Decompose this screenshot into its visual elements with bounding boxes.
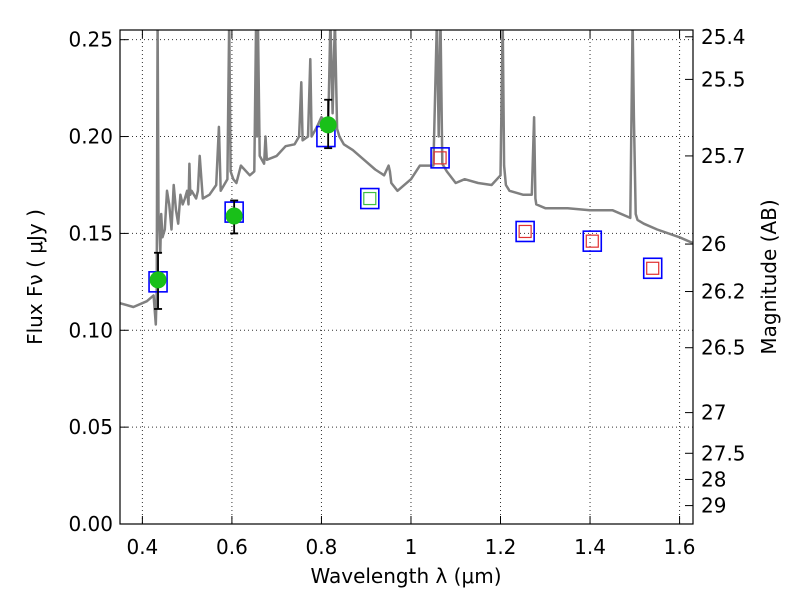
y-tick-label: 0.05 [68,415,113,439]
model-photometry-square [515,220,535,243]
predicted-photometry-square [433,151,447,165]
model-spectrum-line [120,30,693,326]
x-tick-label: 0.6 [216,535,248,559]
y2-tick-label: 26.2 [701,280,746,304]
y-tick-label: 0.15 [68,221,113,245]
predicted-photometry-square [646,261,660,275]
y2-tick-label: 27 [701,401,726,425]
y2-tick-label: 28 [701,467,726,491]
model-photometry-square [642,257,663,280]
y2-tick-label: 25.4 [701,25,746,49]
plot-frame [119,29,694,525]
observed-flux-point [149,271,167,289]
y2-tick-label: 25.5 [701,67,746,91]
marker-layer [148,98,663,310]
x-tick-label: 0.8 [306,535,338,559]
y2-tick-label: 27.5 [701,441,746,465]
model-photometry-square [582,230,603,252]
y2-tick-label: 29 [701,494,726,518]
observed-flux-point [225,207,243,225]
y-axis-label: Flux Fν ( μJy ) [23,209,47,345]
y-tick-label: 0.00 [68,512,113,536]
y-tick-label: 0.20 [68,125,113,149]
predicted-photometry-square [585,234,599,248]
model-photometry-square [359,187,380,210]
x-tick-label: 1.2 [485,535,517,559]
x-tick-label: 1.6 [664,535,696,559]
y-tick-label: 0.25 [68,28,113,52]
y2-axis-label: Magnitude (AB) [757,199,781,354]
y2-tick-label: 25.7 [701,144,746,168]
tick-layer: 0.4 0.6 0.8 1 1.2 1.4 1.6 0.00 0.05 0.10 0.15 0.20 0… [68,25,745,559]
predicted-photometry-square [518,224,532,239]
x-tick-label: 1 [405,535,418,559]
y-tick-label: 0.10 [68,318,113,342]
x-tick-label: 1.4 [574,535,606,559]
x-tick-label: 0.4 [126,535,158,559]
predicted-photometry-square [363,191,377,206]
x-axis-label: Wavelength λ (μm) [310,564,501,588]
y2-tick-label: 26 [701,232,726,256]
y2-tick-label: 26.5 [701,336,746,360]
model-photometry-square [430,147,450,169]
observed-flux-point [319,116,337,134]
plot-layer [120,30,693,326]
